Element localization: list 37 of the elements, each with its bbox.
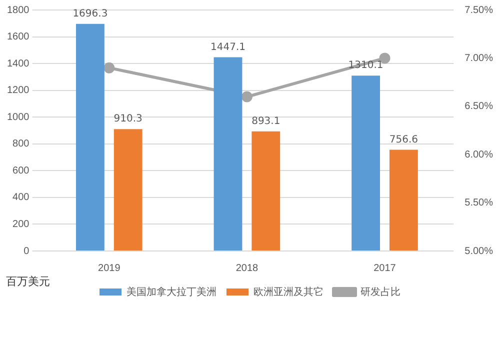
y-tick-label: 1400	[6, 58, 30, 70]
y-tick-label: 400	[12, 192, 30, 204]
y-tick-label: 1600	[6, 32, 30, 43]
y-tick-label: 1000	[6, 112, 30, 123]
data-label: 1696.3	[72, 8, 108, 20]
y2-tick-label: 7.00%	[464, 52, 494, 64]
bar	[389, 150, 418, 250]
data-label: 756.6	[389, 134, 418, 146]
data-label: 910.3	[114, 114, 142, 125]
y2-tick-label: 6.00%	[464, 149, 494, 160]
bar	[214, 57, 242, 250]
y-tick-label: 1800	[6, 4, 30, 16]
x-tick-label: 2019	[98, 262, 121, 274]
x-tick-label: 2018	[236, 262, 259, 274]
bar	[252, 131, 280, 250]
x-tick-label: 2017	[374, 262, 396, 274]
bar	[76, 24, 104, 250]
bar	[352, 76, 380, 250]
y-axis-title: 百万美元	[6, 274, 50, 289]
data-label: 1310.1	[348, 60, 384, 72]
data-label: 1447.1	[210, 42, 246, 53]
legend-label: 美国加拿大拉丁美洲	[126, 286, 216, 298]
y-tick-label: 1200	[6, 85, 30, 96]
y2-tick-label: 6.50%	[464, 101, 494, 112]
point	[241, 91, 252, 102]
y2-tick-label: 5.50%	[464, 198, 494, 209]
legend-label: 研发占比	[360, 286, 400, 298]
data-label: 893.1	[252, 116, 280, 128]
y-tick-label: 600	[12, 165, 30, 176]
point	[104, 62, 115, 74]
y-tick-label: 800	[12, 138, 30, 150]
y2-tick-label: 7.50%	[464, 4, 494, 16]
legend-label: 欧洲亚洲及其它	[254, 286, 324, 298]
y-tick-label: 200	[12, 218, 30, 230]
y-tick-label: 0	[24, 246, 30, 257]
bar	[114, 129, 142, 250]
y2-tick-label: 5.00%	[464, 246, 494, 257]
